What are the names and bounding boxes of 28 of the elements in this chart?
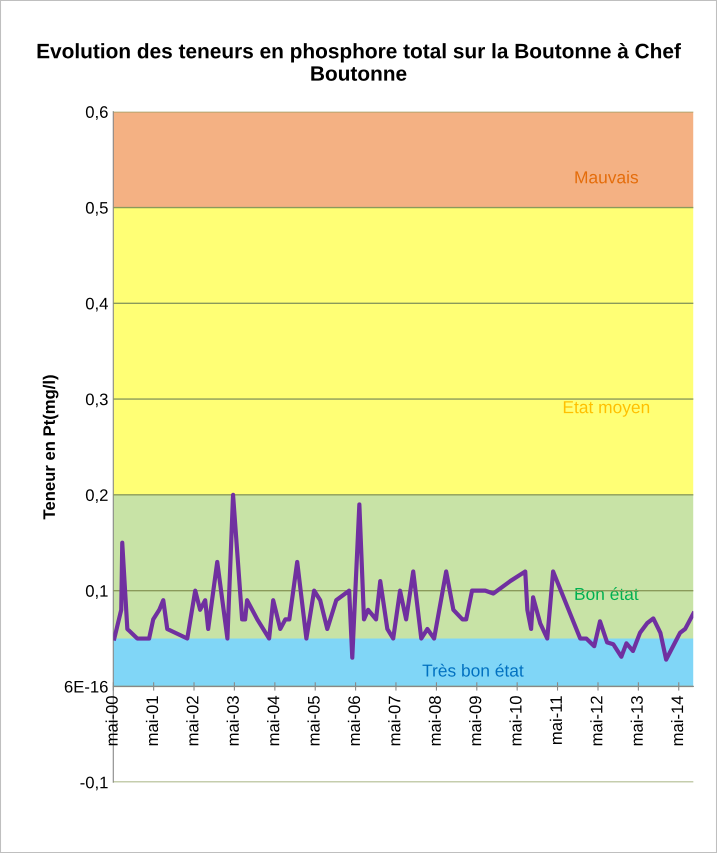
y-tick-label: 0,4 [86, 298, 108, 312]
x-tick-label: mai-03 [226, 696, 239, 746]
x-tick-label: mai-09 [469, 696, 482, 746]
y-tick-label: 0,3 [86, 393, 108, 408]
x-tick-label: mai-01 [146, 696, 158, 746]
x-tick-label: mai-13 [630, 696, 643, 746]
y-tick-label: 0,2 [86, 489, 108, 504]
x-tick-label: mai-11 [550, 696, 562, 744]
x-tick-label: mai-02 [186, 696, 198, 746]
x-tick-label: mai-14 [670, 696, 684, 746]
y-axis-title: Teneur en Pt(mg/l) [42, 375, 58, 520]
x-tick-label: mai-05 [307, 696, 320, 746]
y-tick-label: 0,5 [86, 202, 108, 216]
x-tick-label: mai-06 [348, 696, 360, 746]
y-tick-label: 6E-16 [64, 680, 108, 693]
band-label: Mauvais [575, 170, 638, 184]
y-tick-label: 0,1 [86, 585, 108, 599]
x-tick-label: mai-00 [106, 696, 118, 746]
x-tick-label: mai-12 [590, 696, 602, 746]
band-label: Etat moyen [564, 401, 650, 417]
x-tick-label: mai-04 [267, 696, 280, 746]
x-tick-label: mai-08 [428, 696, 441, 746]
y-tick-label: -0,1 [80, 776, 108, 790]
x-tick-label: mai-10 [509, 696, 522, 746]
band-label: Très bon état [422, 664, 524, 677]
x-tick-label: mai-07 [388, 696, 400, 746]
y-tick-label: 0,6 [86, 106, 108, 120]
chart-title: Evolution des teneurs en phosphore total sur la Boutonne à Chef Boutonne [38, 42, 681, 81]
